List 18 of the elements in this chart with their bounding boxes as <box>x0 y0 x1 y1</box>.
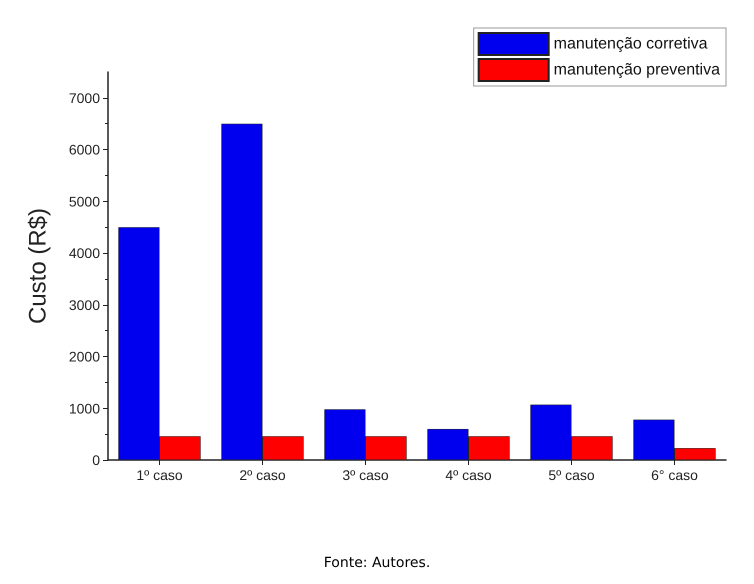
y-tick-label: 6000 <box>68 142 100 158</box>
x-tick-label: 1º caso <box>136 467 183 483</box>
legend-label: manutenção preventiva <box>554 62 720 78</box>
y-axis-title: Custo (R$) <box>24 208 52 324</box>
y-tick-label: 3000 <box>68 296 100 313</box>
source-note: Fonte: Autores. <box>324 555 430 571</box>
y-tick-label: 5000 <box>68 193 100 210</box>
x-tick-label: 6° caso <box>651 467 698 483</box>
y-tick-label: 4000 <box>68 245 100 262</box>
y-tick-label: 7000 <box>68 90 100 106</box>
x-tick-label: 5º caso <box>548 467 595 483</box>
y-tick-label: 1000 <box>68 400 100 416</box>
x-tick-label: 2º caso <box>239 467 286 483</box>
x-tick-label: 3º caso <box>342 467 389 483</box>
y-tick-label: 2000 <box>68 348 100 365</box>
y-tick-label: 0 <box>92 452 100 468</box>
legend-label: manutenção corretiva <box>554 36 708 52</box>
x-tick-label: 4º caso <box>445 467 492 483</box>
